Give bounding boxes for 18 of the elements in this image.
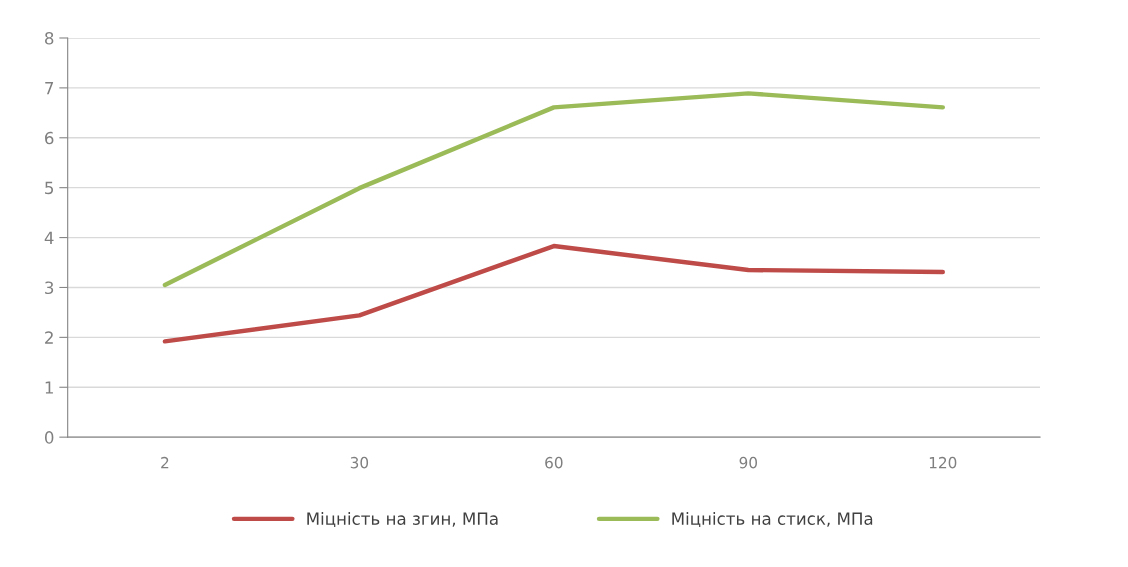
x-tick-label: 2 bbox=[161, 456, 169, 469]
x-tick-label: 30 bbox=[350, 456, 369, 469]
y-tick-label: 2 bbox=[45, 331, 53, 344]
x-tick-label: 60 bbox=[545, 456, 563, 469]
y-tick-label: 5 bbox=[45, 181, 54, 195]
legend-label: Міцність на стиск, МПа bbox=[672, 512, 873, 527]
y-tick-label: 6 bbox=[45, 131, 54, 145]
y-tick-label: 8 bbox=[45, 31, 54, 45]
y-tick-label: 3 bbox=[45, 281, 54, 295]
line-series bbox=[162, 243, 945, 344]
x-tick-label: 120 bbox=[929, 456, 957, 469]
y-tick-label: 4 bbox=[44, 231, 54, 244]
line-series bbox=[162, 91, 945, 288]
y-tick-label: 7 bbox=[45, 82, 54, 95]
y-tick-label: 1 bbox=[45, 381, 53, 394]
legend-label: Міцність на згин, МПа bbox=[307, 512, 498, 527]
x-tick-label: 90 bbox=[739, 456, 758, 469]
y-tick-label: 0 bbox=[44, 431, 54, 444]
